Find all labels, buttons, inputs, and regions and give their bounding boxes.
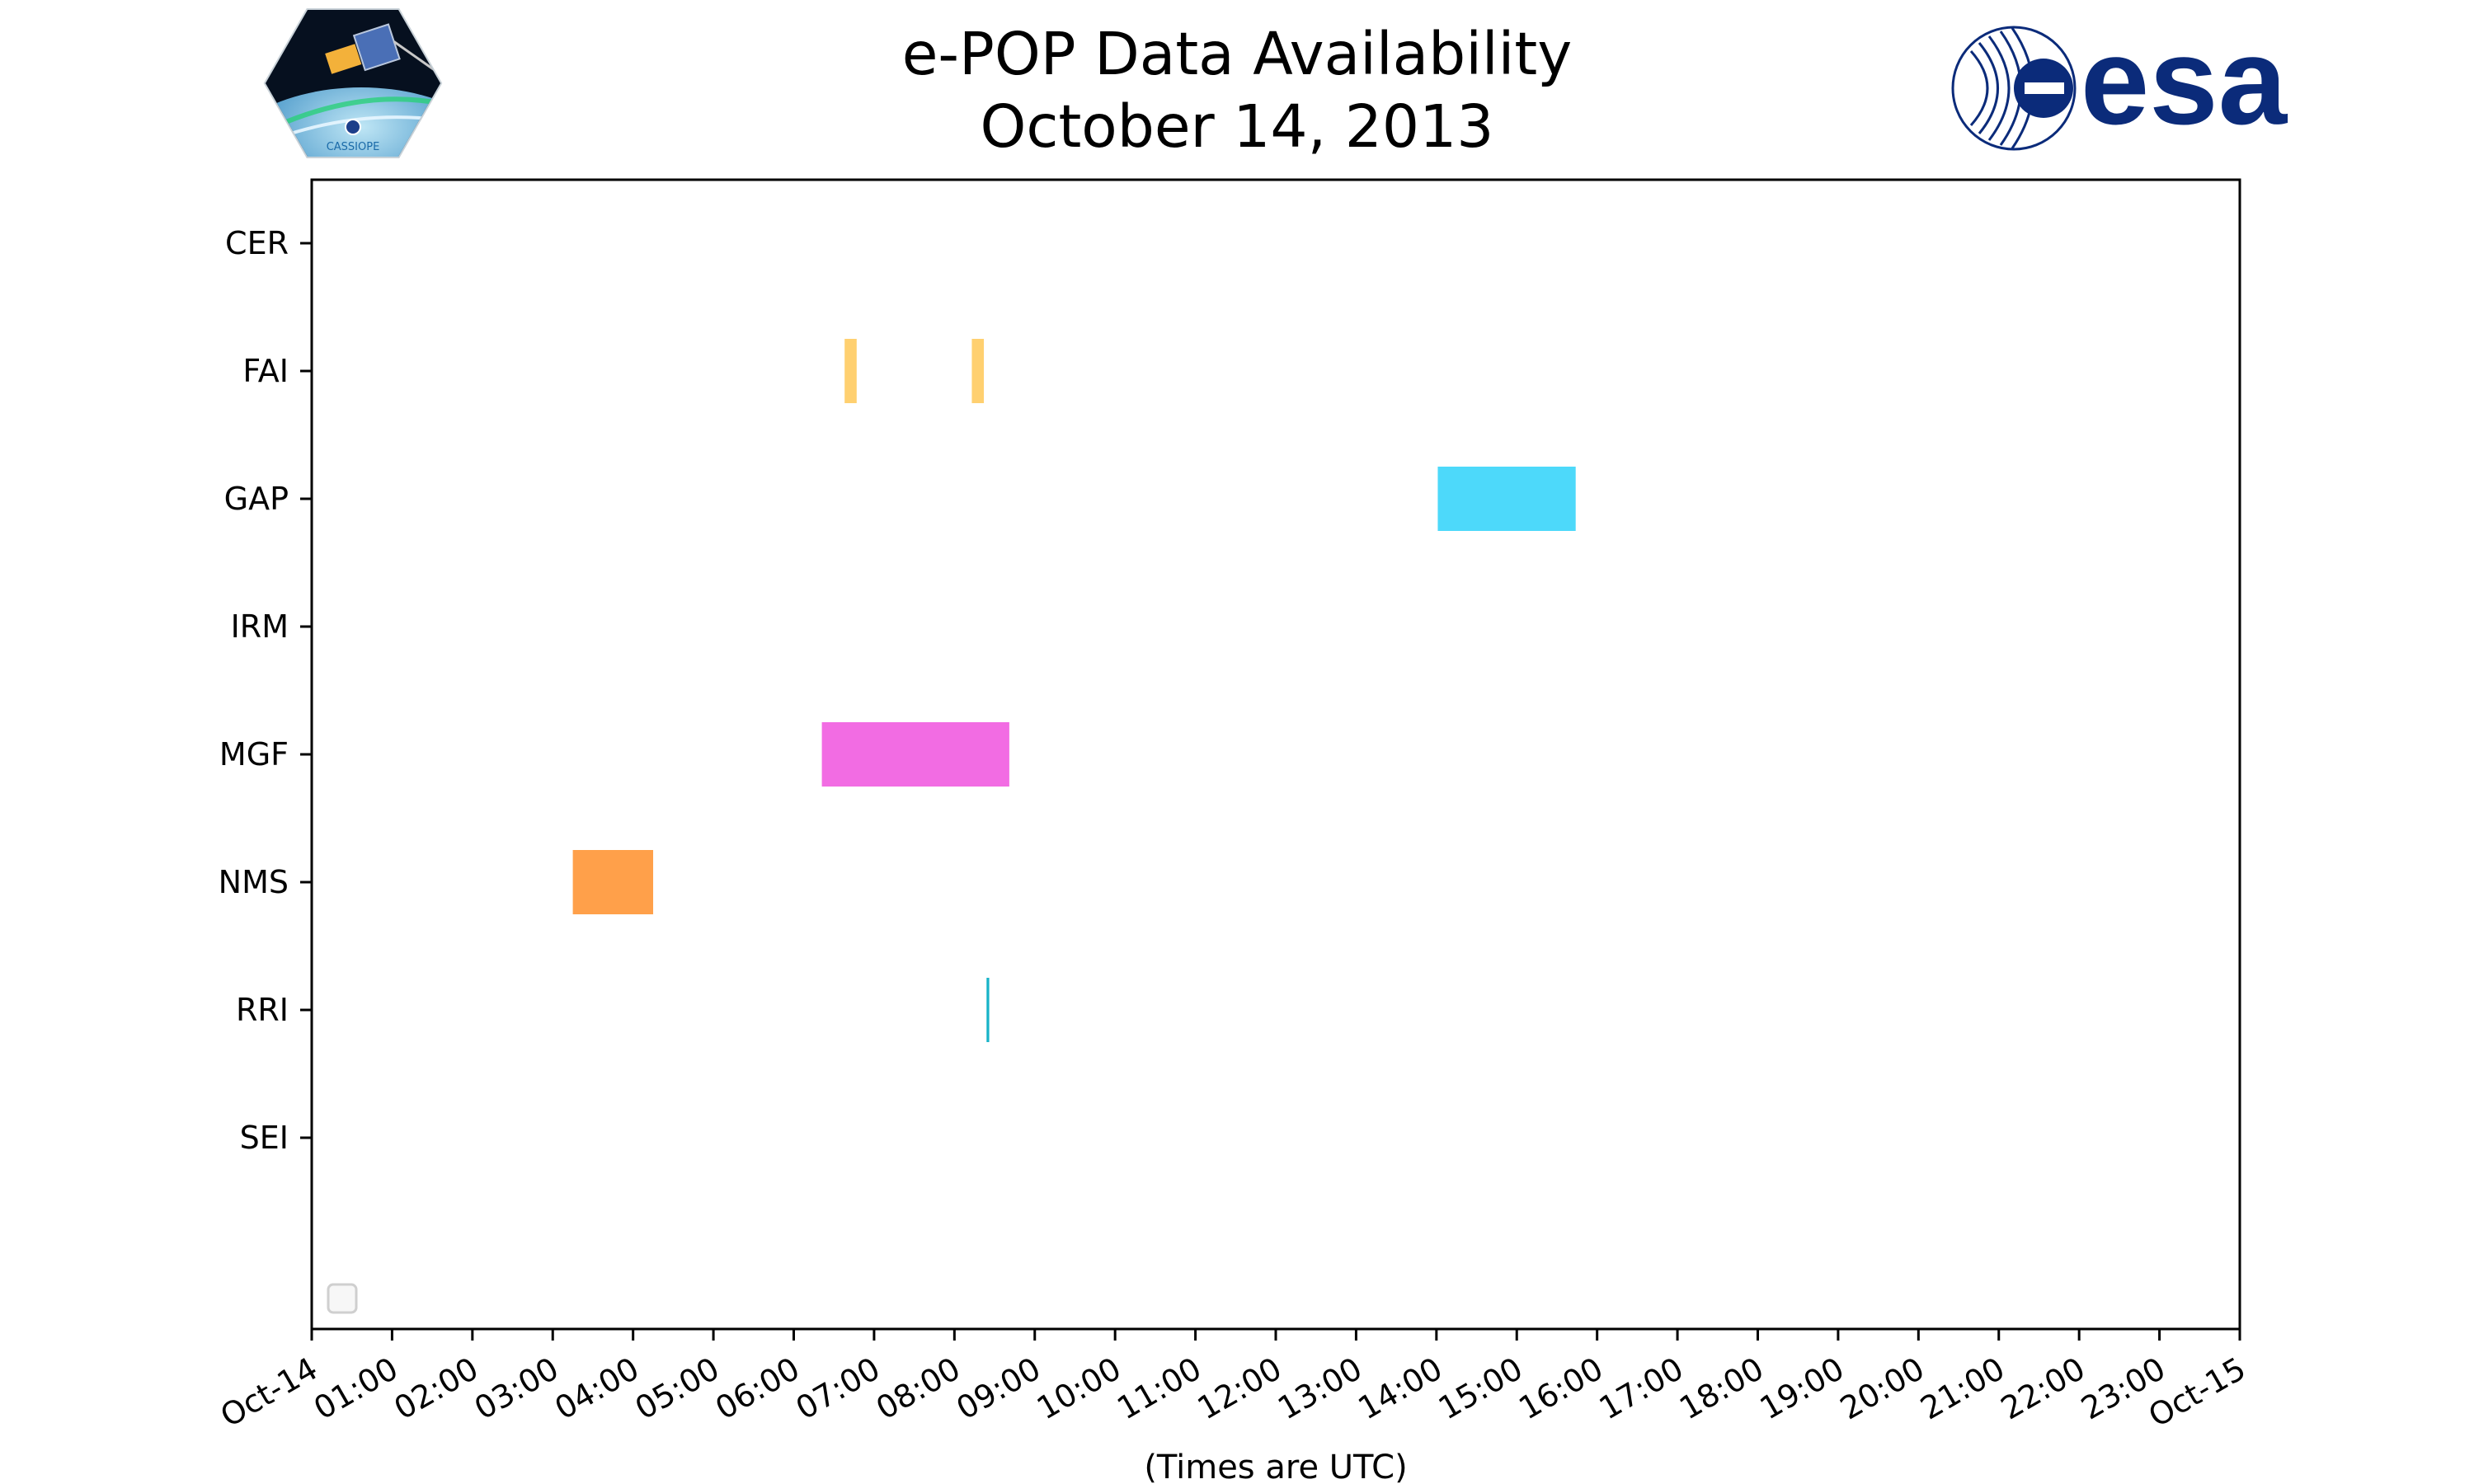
x-tick-label: 18:00 [1673,1350,1770,1427]
x-tick-label: 14:00 [1352,1350,1448,1427]
interval-bar-mgf [821,722,1009,787]
interval-bar-gap [1437,467,1576,531]
x-tick-label: 20:00 [1834,1350,1931,1427]
chart-title-line2: October 14, 2013 [980,92,1494,161]
y-tick-label-nms: NMS [219,864,289,900]
x-tick-label: 17:00 [1593,1350,1690,1427]
x-tick-label: 05:00 [629,1350,726,1427]
x-tick-label: 16:00 [1512,1350,1609,1427]
y-tick-label-mgf: MGF [219,736,289,773]
x-tick-label: 09:00 [950,1350,1047,1427]
x-tick-label: 06:00 [709,1350,806,1427]
x-tick-label: 08:00 [870,1350,967,1427]
x-axis: Oct-1401:0002:0003:0004:0005:0006:0007:0… [214,1329,2252,1435]
x-tick-label: 07:00 [790,1350,887,1427]
y-tick-label-sei: SEI [240,1120,289,1156]
x-tick-label: 11:00 [1111,1350,1207,1427]
x-tick-label: 15:00 [1432,1350,1529,1427]
x-tick-label: 01:00 [308,1350,404,1427]
interval-bar-fai [971,339,985,403]
x-tick-label: 02:00 [388,1350,484,1427]
x-tick-label: Oct-14 [214,1350,324,1435]
cassiope-logo-text: CASSIOPE [327,141,380,153]
x-axis-label: (Times are UTC) [1144,1449,1407,1484]
cassiope-mission-logo: CASSIOPE [263,8,443,158]
plot-area-frame [310,178,2241,1331]
chart-title: e-POP Data Availability October 14, 2013 [0,18,2474,163]
y-axis: CER FAI GAP IRM MGF NMS RRI SEI [219,225,312,1156]
x-tick-label: 22:00 [1995,1350,2091,1427]
y-tick-label-fai: FAI [242,353,289,389]
interval-bar-fai [844,339,857,403]
x-tick-label: 21:00 [1914,1350,2011,1427]
y-tick-label-gap: GAP [224,481,289,517]
x-tick-label: 19:00 [1754,1350,1851,1427]
y-tick-label-cer: CER [225,225,289,261]
y-tick-label-rri: RRI [236,992,289,1028]
chart-title-line1: e-POP Data Availability [901,20,1573,88]
x-tick-label: 12:00 [1192,1350,1288,1427]
legend-box [327,1283,358,1314]
esa-logo: esa [1951,18,2288,151]
x-tick-label: 04:00 [548,1350,645,1427]
x-tick-label: 10:00 [1031,1350,1127,1427]
interval-bar-rri [986,978,990,1042]
x-tick-label: 13:00 [1272,1350,1368,1427]
intervals-layer [572,339,1576,1042]
esa-logo-text: esa [2081,18,2288,150]
interval-bar-nms [572,850,654,914]
x-tick-label: 03:00 [468,1350,565,1427]
y-tick-label-irm: IRM [231,608,289,645]
